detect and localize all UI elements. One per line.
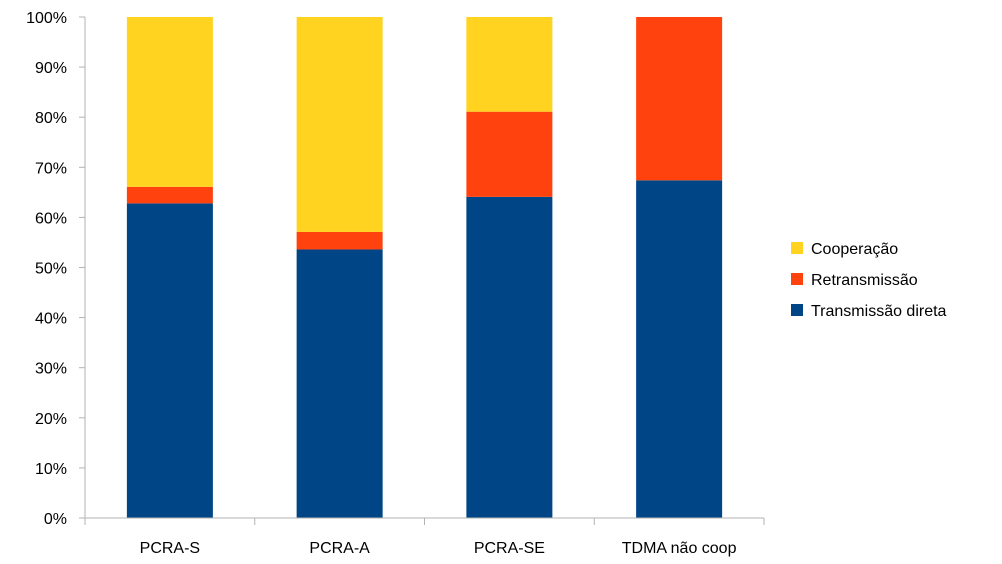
y-tick-label: 30% [35,361,67,378]
legend-label-retransmissao: Retransmissão [811,272,918,289]
x-tick-label: TDMA não coop [622,540,737,557]
bars-layer [126,17,723,519]
bar-pcra-s-transmissao-direta [126,203,213,518]
bar-pcra-s-cooperacao [126,17,213,187]
legend-label-cooperacao: Cooperação [811,241,898,258]
y-tick-label: 0% [44,511,67,528]
bar-pcra-se-cooperacao [466,17,553,112]
x-tick-label: PCRA-A [309,540,370,557]
axes-layer: 0% 10% 20% 30% 40% 50% 60% 70% 80% 90% 100% PCRA-S P… [26,10,765,557]
y-tick-label: 40% [35,311,67,328]
legend-swatch-transmissao-direta [791,304,803,316]
bar-pcra-se-transmissao-direta [466,196,553,519]
bar-pcra-a-transmissao-direta [296,249,383,518]
y-tick-label: 20% [35,411,67,428]
y-tick-label: 70% [35,160,67,177]
legend-swatch-cooperacao [791,242,803,254]
y-tick-label: 80% [35,110,67,127]
bar-pcra-a-retransmissao [296,231,383,250]
bar-pcra-a-cooperacao [296,17,383,232]
legend-swatch-retransmissao [791,273,803,285]
y-tick-label: 100% [26,10,67,27]
bar-pcra-se-retransmissao [466,111,553,197]
legend-label-transmissao-direta: Transmissão direta [811,303,947,320]
y-tick-label: 10% [35,461,67,478]
bar-tdma-nao-coop-transmissao-direta [636,180,723,518]
y-tick-label: 60% [35,210,67,227]
y-tick-label: 50% [35,261,67,278]
bar-tdma-nao-coop-retransmissao [636,17,723,181]
legend: Cooperação Retransmissão Transmissão diret… [791,241,947,320]
y-tick-label: 90% [35,60,67,77]
x-tick-label: PCRA-S [140,540,200,557]
x-tick-label: PCRA-SE [474,540,545,557]
bar-pcra-s-retransmissao [126,186,213,204]
